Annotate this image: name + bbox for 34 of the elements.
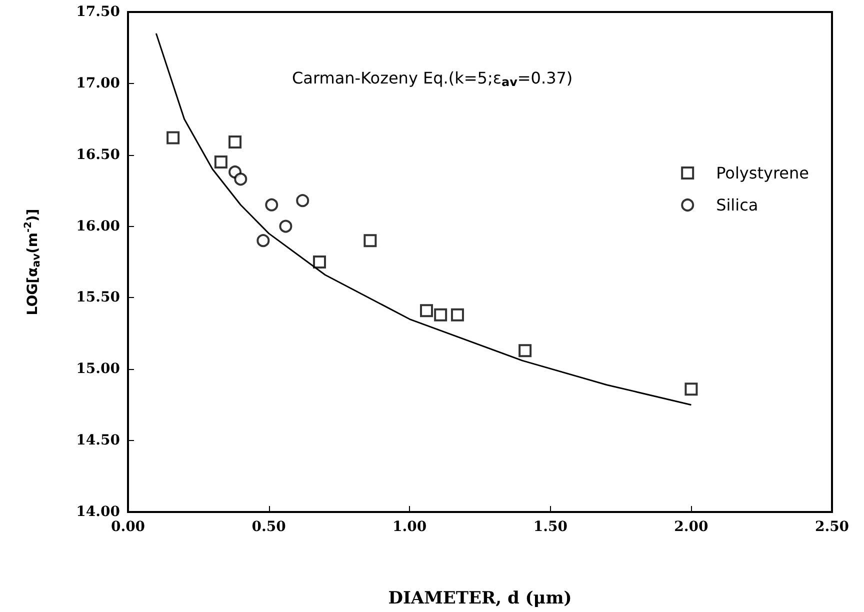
y-tick-label: 17.00: [76, 75, 120, 92]
point: [228, 136, 242, 148]
y-tick-label: 15.50: [76, 290, 120, 306]
point: [234, 172, 248, 186]
y-tick-label: 17.50: [76, 4, 120, 20]
point: [450, 308, 464, 322]
y-axis-title: LOG[αav(m-2)]: [23, 208, 42, 316]
point: [296, 194, 310, 208]
y-tick-label: 14.00: [76, 504, 120, 520]
legend-label: Polystyrene: [716, 164, 810, 182]
point: [256, 234, 270, 248]
point: [166, 131, 180, 144]
point: [214, 156, 228, 168]
point: [420, 304, 433, 318]
y-tick-label: 16.50: [76, 146, 120, 163]
point: [279, 220, 292, 233]
x-tick-label: 0.00: [110, 519, 146, 535]
x-tick-label: 1.50: [533, 519, 568, 535]
line-series: [155, 32, 692, 406]
y-tick-label: 16.00: [76, 218, 120, 234]
point: [364, 234, 377, 248]
point: [434, 308, 448, 322]
x-tick-label: 2.50: [814, 519, 850, 535]
point: [265, 198, 278, 212]
x-axis-title: DIAMETER, d (μm): [388, 588, 572, 608]
x-tick-label: 0.50: [252, 519, 286, 535]
x-tick-label: 1.00: [392, 519, 427, 535]
y-tick-label: 15.00: [76, 361, 120, 378]
y-tick-label: 14.50: [76, 432, 120, 449]
point: [518, 344, 532, 358]
point: [312, 256, 326, 268]
point: [684, 382, 698, 396]
x-tick-label: 2.00: [674, 519, 708, 535]
legend-label: Silica: [716, 196, 758, 214]
